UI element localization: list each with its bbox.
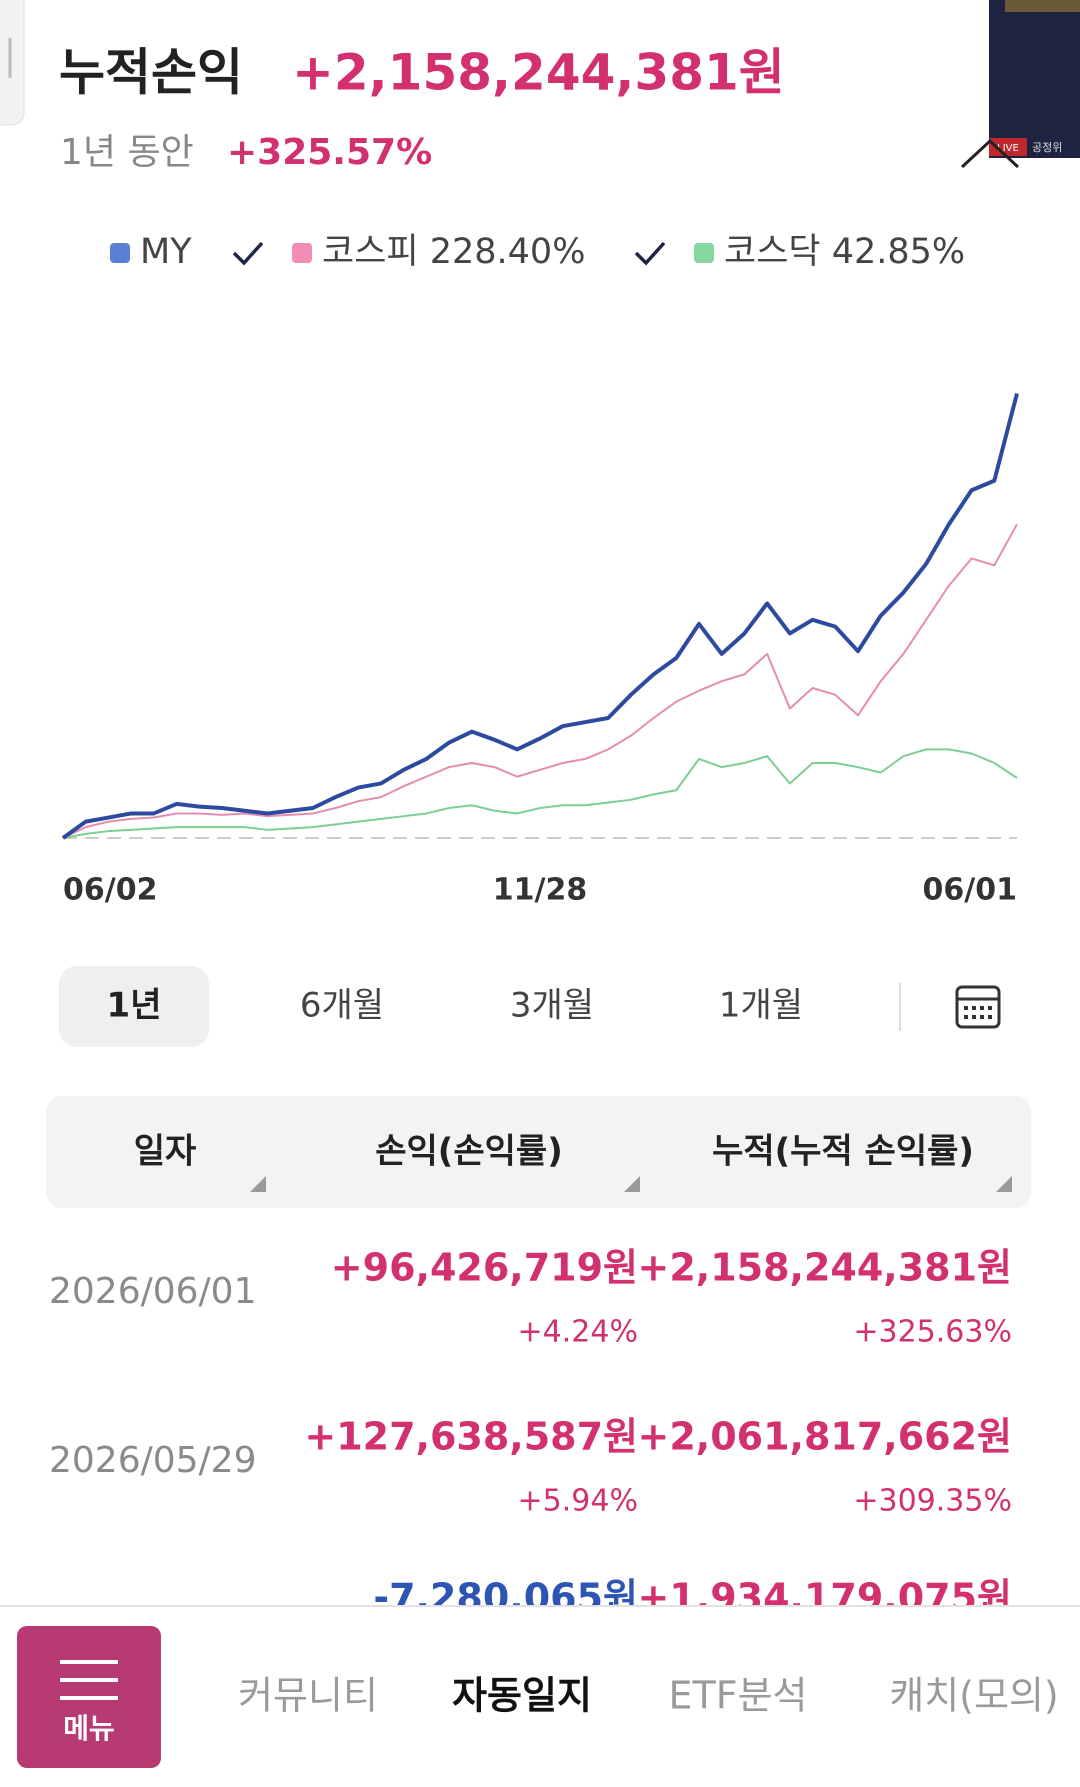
- period-tab[interactable]: 1개월: [719, 986, 803, 1026]
- header-total: +2,158,244,381원: [292, 44, 785, 102]
- period-tab[interactable]: 6개월: [300, 986, 384, 1026]
- calendar-icon[interactable]: [955, 985, 1001, 1029]
- calendar-dot: [988, 1015, 992, 1019]
- row-profit-rate: +5.94%: [518, 1484, 638, 1519]
- header-rate: +325.57%: [227, 132, 432, 173]
- legend-marker[interactable]: [292, 243, 312, 263]
- row-cumulative: +2,061,817,662원: [637, 1415, 1012, 1459]
- legend-check[interactable]: [634, 241, 666, 266]
- column-header[interactable]: 누적(누적 손익률): [712, 1132, 974, 1172]
- row-date: 2026/05/29: [49, 1440, 257, 1481]
- x-tick-label: 06/01: [923, 873, 1017, 908]
- row-date: 2026/06/01: [49, 1271, 257, 1312]
- bottom-nav-bg: [0, 1606, 1080, 1787]
- legend-label[interactable]: 코스피 228.40%: [322, 232, 585, 272]
- live-badge: [989, 138, 1027, 156]
- legend-marker[interactable]: [694, 243, 714, 263]
- sort-indicator: [996, 1176, 1012, 1192]
- nav-item[interactable]: 커뮤니티: [238, 1674, 378, 1718]
- video-bar: [1005, 0, 1080, 12]
- nav-item[interactable]: 자동일지: [452, 1674, 592, 1718]
- sort-indicator: [250, 1176, 266, 1192]
- legend-check[interactable]: [232, 241, 264, 266]
- menu-label[interactable]: 메뉴: [63, 1712, 115, 1745]
- calendar-dot: [972, 1015, 976, 1019]
- header-period: 1년 동안: [60, 132, 194, 173]
- series-line: [61, 392, 1019, 840]
- series-line: [62, 748, 1018, 839]
- row-profit: +96,426,719원: [331, 1246, 638, 1290]
- calendar-dot: [980, 1015, 984, 1019]
- calendar-dot: [964, 1006, 968, 1010]
- sort-indicator: [624, 1176, 640, 1192]
- series-line: [62, 523, 1018, 839]
- legend-marker[interactable]: [110, 243, 130, 263]
- x-tick-label: 11/28: [493, 873, 587, 908]
- live-text: LIVE: [997, 143, 1019, 154]
- row-cumulative-rate: +325.63%: [853, 1315, 1012, 1350]
- edge-handle: [0, 0, 25, 126]
- calendar-dot: [964, 1015, 968, 1019]
- collapse-chevron[interactable]: [960, 138, 1020, 169]
- nav-item[interactable]: ETF분석: [669, 1674, 808, 1718]
- row-cumulative: +2,158,244,381원: [637, 1246, 1012, 1290]
- column-header[interactable]: 일자: [134, 1132, 197, 1172]
- period-tab[interactable]: 3개월: [510, 986, 594, 1026]
- legend-label[interactable]: MY: [140, 232, 192, 272]
- row-cumulative-rate: +309.35%: [853, 1484, 1012, 1519]
- legend-label[interactable]: 코스닥 42.85%: [724, 232, 965, 272]
- row-profit-rate: +4.24%: [518, 1315, 638, 1350]
- nav-item[interactable]: 캐치(모의): [889, 1674, 1059, 1718]
- period-tab[interactable]: 1년: [107, 986, 162, 1026]
- column-header[interactable]: 손익(손익률): [375, 1132, 562, 1172]
- table-header-bg: [46, 1096, 1031, 1208]
- calendar-dot: [980, 1006, 984, 1010]
- tab-active-bg: [59, 966, 209, 1047]
- calendar-dot: [972, 1006, 976, 1010]
- x-tick-label: 06/02: [63, 873, 157, 908]
- calendar-dot: [988, 1006, 992, 1010]
- row-profit: +127,638,587원: [304, 1415, 638, 1459]
- header-title: 누적손익: [59, 44, 243, 102]
- overlay-label: 공정위: [1032, 141, 1062, 154]
- video-thumbnail[interactable]: [989, 0, 1080, 158]
